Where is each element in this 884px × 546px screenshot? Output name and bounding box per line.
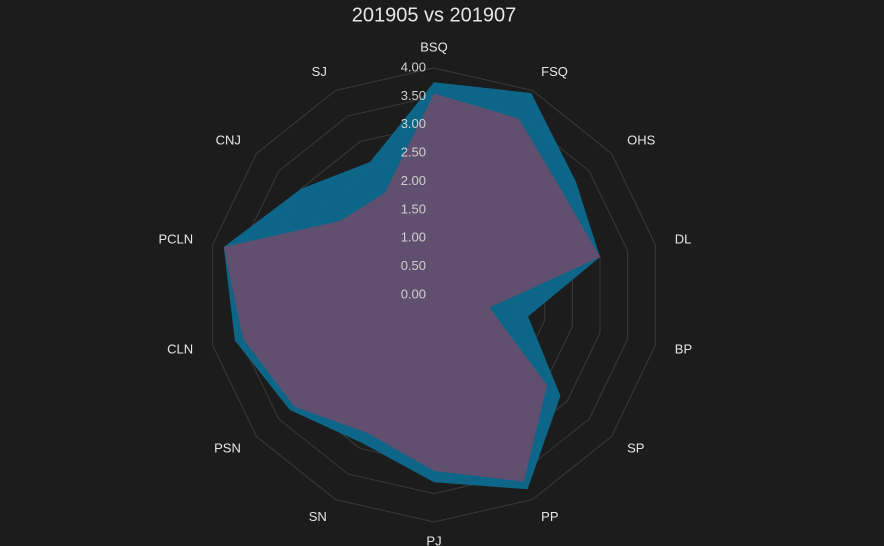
category-label: PP — [541, 509, 558, 524]
r-tick-label: 3.50 — [401, 88, 426, 103]
r-tick-label: 2.50 — [401, 145, 426, 160]
category-label: PSN — [214, 440, 241, 455]
r-tick-label: 1.50 — [401, 201, 426, 216]
r-tick-label: 0.50 — [401, 258, 426, 273]
r-tick-label: 0.00 — [401, 286, 426, 301]
r-tick-label: 3.00 — [401, 116, 426, 131]
chart-title: 201905 vs 201907 — [352, 4, 517, 26]
category-label: BSQ — [420, 39, 447, 54]
category-label: SN — [309, 509, 327, 524]
series-area — [223, 93, 600, 482]
category-label: FSQ — [541, 64, 568, 79]
category-label: SP — [627, 440, 644, 455]
r-tick-label: 4.00 — [401, 59, 426, 74]
r-tick-label: 1.00 — [401, 230, 426, 245]
category-label: SJ — [312, 64, 327, 79]
category-label: OHS — [627, 132, 656, 147]
category-label: CNJ — [216, 132, 241, 147]
category-label: PCLN — [159, 231, 194, 246]
category-label: DL — [675, 231, 692, 246]
r-tick-label: 2.00 — [401, 173, 426, 188]
grid-ring — [212, 67, 656, 523]
category-label: PJ — [426, 533, 441, 546]
grid-ring — [239, 95, 629, 495]
category-label: CLN — [167, 341, 193, 356]
category-label: BP — [675, 341, 692, 356]
